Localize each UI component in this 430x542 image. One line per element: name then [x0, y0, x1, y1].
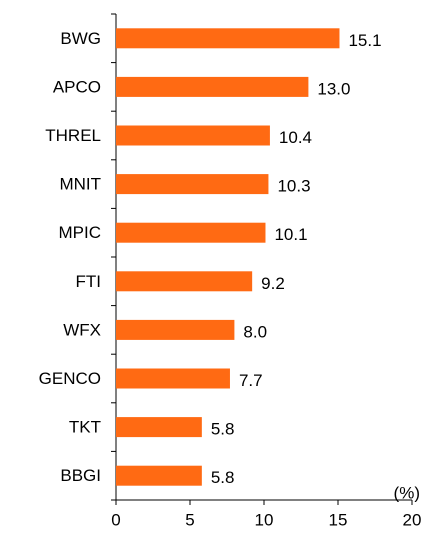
value-label: 13.0 [317, 79, 350, 98]
value-label: 15.1 [348, 31, 381, 50]
y-tick-label: MNIT [59, 175, 101, 194]
value-label: 10.4 [279, 128, 312, 147]
x-axis-label: (%) [394, 483, 420, 502]
value-label: 8.0 [243, 322, 267, 341]
x-tick-label: 5 [185, 510, 194, 529]
y-tick-label: APCO [53, 77, 101, 96]
y-tick-label: FTI [76, 272, 102, 291]
y-tick-label: WFX [63, 320, 101, 339]
bar [116, 271, 253, 292]
value-label: 5.8 [211, 420, 235, 439]
bar [116, 125, 270, 146]
bar [116, 417, 202, 438]
value-label: 10.3 [277, 177, 310, 196]
bar [116, 28, 340, 49]
x-tick-label: 0 [111, 510, 120, 529]
x-tick-label: 20 [403, 510, 422, 529]
value-label: 10.1 [274, 225, 307, 244]
x-tick-label: 15 [329, 510, 348, 529]
bar [116, 368, 230, 389]
y-tick-label: BWG [60, 29, 101, 48]
bar [116, 76, 309, 97]
y-tick-label: TKT [69, 418, 101, 437]
y-tick-label: BBGI [60, 466, 101, 485]
x-tick-label: 10 [255, 510, 274, 529]
value-label: 5.8 [211, 468, 235, 487]
value-label: 7.7 [239, 371, 263, 390]
y-tick-label: MPIC [59, 223, 102, 242]
bar [116, 465, 202, 486]
bar [116, 174, 269, 195]
y-tick-label: GENCO [39, 369, 101, 388]
value-label: 9.2 [261, 274, 285, 293]
y-tick-label: THREL [45, 126, 101, 145]
bar [116, 222, 266, 243]
bar [116, 319, 235, 340]
